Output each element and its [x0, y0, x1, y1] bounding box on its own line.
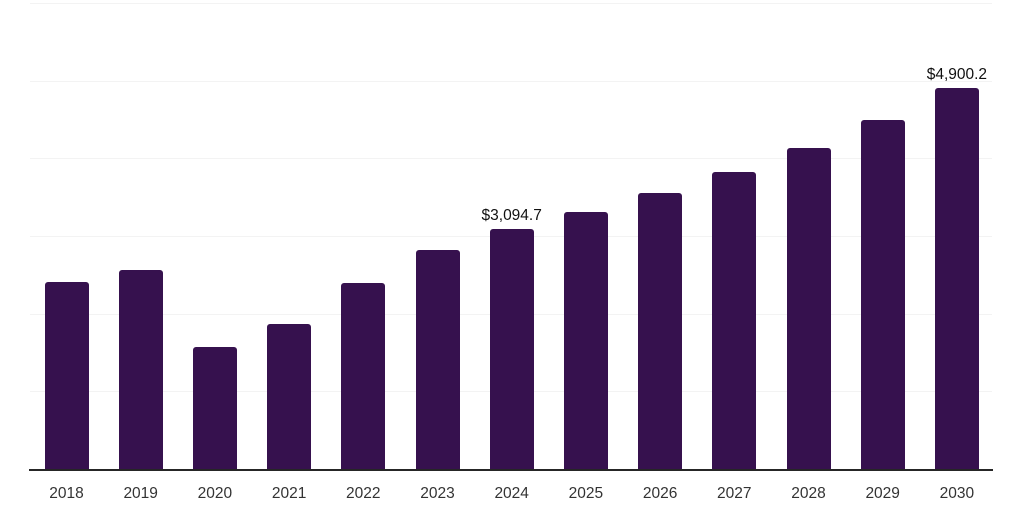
bar-2028[interactable]: [786, 148, 831, 469]
bar-2030[interactable]: [934, 88, 979, 469]
value-label: $3,094.7: [481, 206, 542, 224]
value-label: $4,900.2: [926, 66, 988, 84]
bar-2029[interactable]: [860, 120, 905, 469]
gridline: [30, 3, 992, 4]
x-tick-label: 2026: [642, 485, 678, 502]
x-tick-label: 2030: [939, 485, 975, 502]
x-tick-label: 2024: [494, 485, 529, 502]
bar-2025[interactable]: [563, 211, 608, 469]
gridline: [30, 158, 992, 160]
x-tick-label: 2028: [791, 485, 826, 502]
x-tick-label: 2020: [197, 485, 233, 502]
x-tick-label: 2021: [271, 485, 307, 502]
x-tick-label: 2023: [420, 485, 455, 502]
x-tick-label: 2027: [717, 485, 752, 502]
bar-2024[interactable]: [489, 228, 534, 469]
gridline: [30, 80, 992, 82]
bar-2027[interactable]: [712, 171, 757, 469]
x-tick-label: 2029: [865, 485, 900, 502]
bar-2018[interactable]: [44, 281, 89, 469]
bar-2022[interactable]: [341, 282, 386, 469]
x-tick-label: 2019: [123, 485, 158, 502]
x-tick-label: 2018: [49, 485, 84, 502]
bar-2021[interactable]: [267, 323, 312, 469]
bar-2023[interactable]: [415, 250, 460, 469]
x-axis-line: [29, 469, 993, 471]
x-tick-label: 2022: [346, 485, 381, 502]
bar-2020[interactable]: [192, 347, 237, 469]
bar-2019[interactable]: [118, 269, 163, 469]
bar-2026[interactable]: [638, 192, 683, 469]
x-tick-label: 2025: [568, 485, 604, 502]
